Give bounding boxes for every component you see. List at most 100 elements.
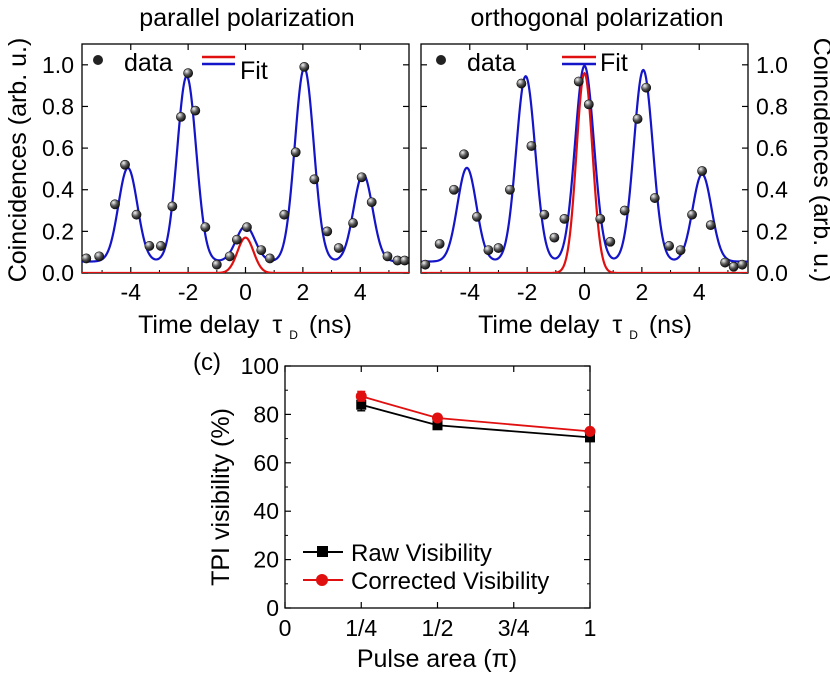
legend-data-marker (436, 55, 446, 65)
fit-total-curve (82, 66, 409, 263)
x-tick-label: 1 (584, 615, 597, 641)
x-tick-label: 0 (239, 279, 252, 305)
legend-raw-label: Raw Visibility (351, 540, 492, 567)
data-point (641, 82, 652, 93)
data-point (705, 220, 716, 231)
y-tick-label: 0.6 (42, 135, 74, 161)
x-tick-label: -2 (178, 279, 198, 305)
data-point (472, 211, 482, 222)
x-axis-title: Pulse area (π) (357, 645, 517, 673)
data-point (559, 213, 570, 224)
y-tick-label: 0.0 (756, 260, 788, 286)
y-tick-label: 0.8 (756, 93, 788, 119)
x-axis-title: Time delay τ D (ns) (478, 311, 692, 345)
y-tick-label: 1.0 (756, 52, 788, 78)
data-point (737, 259, 748, 270)
data-point (605, 236, 616, 247)
x-tick-label: -4 (121, 279, 142, 305)
data-point (333, 243, 344, 253)
y-tick-label: 1.0 (42, 52, 74, 78)
data-point (483, 245, 494, 255)
legend-data-label: data (124, 49, 173, 77)
fit-total-curve (421, 64, 748, 263)
data-point (110, 199, 120, 210)
data-point (595, 213, 606, 224)
data-point (720, 257, 730, 268)
fit-center-peak-curve (82, 236, 409, 273)
data-point (309, 174, 320, 185)
y-tick-label: 60 (253, 450, 279, 476)
legend-fit-label: Fit (240, 57, 268, 85)
panel-title: parallel polarization (139, 4, 354, 32)
x-tick-label: 2 (296, 279, 309, 305)
data-point (190, 105, 201, 116)
x-axis-title-symbol: τ (272, 311, 282, 339)
data-point (355, 390, 367, 402)
data-point (200, 222, 211, 233)
orthogonal-polarization-panel: orthogonal polarization Coincidences (ar… (420, 4, 830, 345)
data-point (211, 259, 222, 270)
x-axis-title: Time delay τ D (ns) (138, 311, 352, 345)
data-point (290, 147, 301, 158)
x-tick-label: 0 (279, 615, 292, 641)
data-point (81, 253, 92, 264)
x-tick-label: 3/4 (498, 615, 530, 641)
legend-corrected-marker (316, 574, 328, 586)
data-point (449, 184, 459, 195)
data-point (176, 111, 186, 122)
x-tick-label: 2 (635, 279, 648, 305)
data-point (420, 259, 431, 270)
data-point (322, 226, 333, 237)
panel-title: orthogonal polarization (471, 4, 724, 32)
legend-fit-label: Fit (600, 49, 628, 77)
x-tick-label: -2 (517, 279, 537, 305)
y-tick-label: 0.8 (42, 93, 74, 119)
legend: data Fit (436, 49, 628, 77)
y-tick-label: 40 (253, 498, 279, 524)
x-axis-title-unit: (ns) (649, 311, 692, 339)
series-corrected (355, 390, 596, 437)
y-tick-label: 0.4 (42, 177, 74, 203)
x-tick-label: 0 (578, 279, 591, 305)
y-tick-label: 80 (253, 401, 279, 427)
data-point (256, 245, 267, 255)
data-point (493, 243, 504, 253)
data-point (356, 399, 367, 410)
data-point (584, 425, 596, 437)
x-axis-title-symbol: τ (612, 311, 622, 339)
data-point (348, 218, 358, 228)
data-point (539, 209, 550, 220)
data-point (399, 255, 410, 266)
data-point (516, 78, 527, 89)
x-axis-title-sub: D (629, 328, 638, 342)
data-point (279, 209, 290, 220)
data-point (144, 241, 155, 251)
data-point (434, 238, 445, 249)
data-point (585, 432, 595, 443)
data-point (632, 114, 643, 124)
data-point (526, 141, 537, 151)
data-point (459, 149, 469, 160)
data-point (619, 205, 630, 216)
visibility-panel: (c) TPI visibility (%) Pulse area (π) Ra… (193, 349, 596, 673)
data-point (432, 420, 443, 431)
data-point (728, 261, 739, 272)
data-point (366, 197, 377, 208)
x-axis-title-sub: D (289, 328, 298, 342)
data-point (231, 234, 242, 245)
legend-corrected-label: Corrected Visibility (351, 568, 549, 595)
data-point (155, 241, 166, 251)
panel-label: (c) (193, 349, 221, 376)
data-point (583, 99, 594, 110)
data-point (167, 201, 178, 212)
data-point (697, 166, 708, 176)
y-axis-title: Coincidences (arb. u.) (4, 38, 32, 283)
x-tick-label: 4 (354, 279, 367, 305)
x-tick-label: 1/2 (422, 615, 454, 641)
data-point (382, 251, 393, 262)
data-point (264, 253, 275, 264)
y-axis-title: Coincidences (arb. u.) (808, 38, 830, 283)
legend-raw-marker (317, 546, 328, 557)
series-raw (356, 397, 595, 443)
